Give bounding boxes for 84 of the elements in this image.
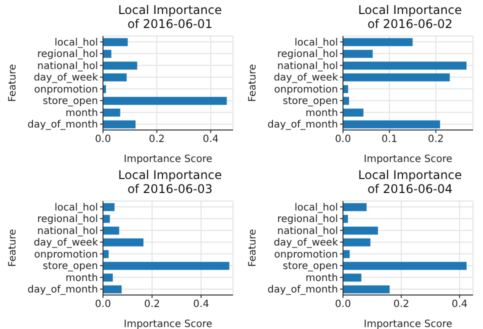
y-tick-label: regional_hol	[277, 49, 338, 60]
y-tick-label: national_hol	[277, 226, 338, 237]
bar	[103, 214, 110, 223]
bar	[343, 238, 370, 246]
y-tick-label: day_of_week	[34, 72, 98, 84]
y-tick-label: regional_hol	[37, 49, 98, 60]
y-axis-title: Feature	[8, 229, 19, 267]
bar	[103, 262, 230, 270]
y-tick-label: month	[306, 272, 338, 284]
bar	[343, 38, 413, 46]
bar	[103, 274, 113, 282]
x-tick-label: 0.1	[381, 134, 398, 146]
x-axis-title: Importance Score	[364, 154, 452, 165]
bar	[343, 73, 450, 82]
x-axis-title: Importance Score	[364, 319, 452, 329]
y-axis-title: Feature	[8, 64, 19, 102]
bar	[343, 274, 362, 282]
bar	[343, 285, 390, 294]
y-tick-label: day_of_week	[274, 72, 338, 84]
y-tick-label: month	[66, 272, 98, 284]
y-tick-label: onpromotion	[34, 249, 98, 260]
chart-title: Local Importance of 2016-06-01	[117, 3, 223, 31]
x-tick-label: 0.2	[393, 299, 410, 310]
x-tick-label: 0.0	[335, 134, 351, 146]
bar	[343, 108, 364, 117]
y-tick-label: day_of_month	[268, 284, 338, 296]
bar	[343, 50, 373, 58]
y-tick-label: store_open	[282, 261, 338, 272]
bar	[103, 73, 127, 82]
bar	[343, 262, 467, 270]
y-tick-label: day_of_month	[28, 284, 98, 296]
y-tick-label: day_of_week	[34, 238, 98, 249]
y-tick-label: day_of_week	[274, 238, 338, 249]
bar	[103, 226, 120, 235]
bar	[103, 238, 144, 246]
chart-title: Local Importance of 2016-06-02	[357, 3, 463, 31]
y-tick-label: local_hol	[294, 37, 338, 48]
x-tick-label: 0.4	[193, 299, 210, 310]
x-tick-label: 0.2	[148, 134, 165, 146]
x-axis-title: Importance Score	[124, 319, 212, 329]
bar	[103, 285, 122, 294]
y-tick-label: store_open	[42, 261, 98, 272]
bar	[103, 108, 120, 117]
x-tick-label: 0.0	[95, 134, 111, 146]
x-tick-label: 0.2	[144, 299, 160, 310]
y-tick-label: local_hol	[294, 202, 338, 214]
bar	[103, 96, 227, 105]
y-tick-label: month	[306, 108, 338, 119]
x-tick-label: 0.0	[335, 299, 351, 310]
bar	[343, 203, 367, 212]
y-tick-label: regional_hol	[37, 214, 98, 226]
y-tick-label: regional_hol	[277, 214, 338, 226]
y-tick-label: store_open	[282, 96, 338, 108]
y-tick-label: local_hol	[54, 202, 98, 214]
y-tick-label: onpromotion	[274, 84, 338, 96]
x-axis-title: Importance Score	[124, 154, 212, 165]
bar	[103, 62, 138, 70]
y-axis-title: Feature	[248, 229, 259, 267]
y-tick-label: onpromotion	[274, 249, 338, 260]
bar	[343, 96, 350, 105]
x-tick-label: 0.2	[428, 134, 444, 146]
y-tick-label: local_hol	[54, 37, 98, 48]
y-tick-label: national_hol	[277, 60, 338, 72]
y-tick-label: onpromotion	[34, 84, 98, 96]
bar	[103, 38, 128, 46]
y-tick-label: day_of_month	[268, 120, 338, 131]
chart-title: Local Importance of 2016-06-04	[357, 168, 463, 196]
bar	[343, 214, 348, 223]
x-tick-label: 0.4	[452, 299, 468, 310]
y-tick-label: national_hol	[37, 60, 98, 72]
x-tick-label: 0.0	[95, 299, 111, 310]
bar	[103, 120, 136, 128]
y-tick-label: day_of_month	[28, 120, 98, 131]
bar	[343, 226, 378, 235]
y-tick-label: store_open	[42, 96, 98, 108]
bar	[103, 203, 115, 212]
bar	[343, 120, 440, 128]
bar	[103, 50, 112, 58]
y-axis-title: Feature	[248, 64, 259, 102]
y-tick-label: month	[66, 108, 98, 119]
chart-title: Local Importance of 2016-06-03	[117, 168, 223, 196]
x-tick-label: 0.4	[202, 134, 219, 146]
y-tick-label: national_hol	[37, 226, 98, 237]
bar	[343, 62, 466, 70]
